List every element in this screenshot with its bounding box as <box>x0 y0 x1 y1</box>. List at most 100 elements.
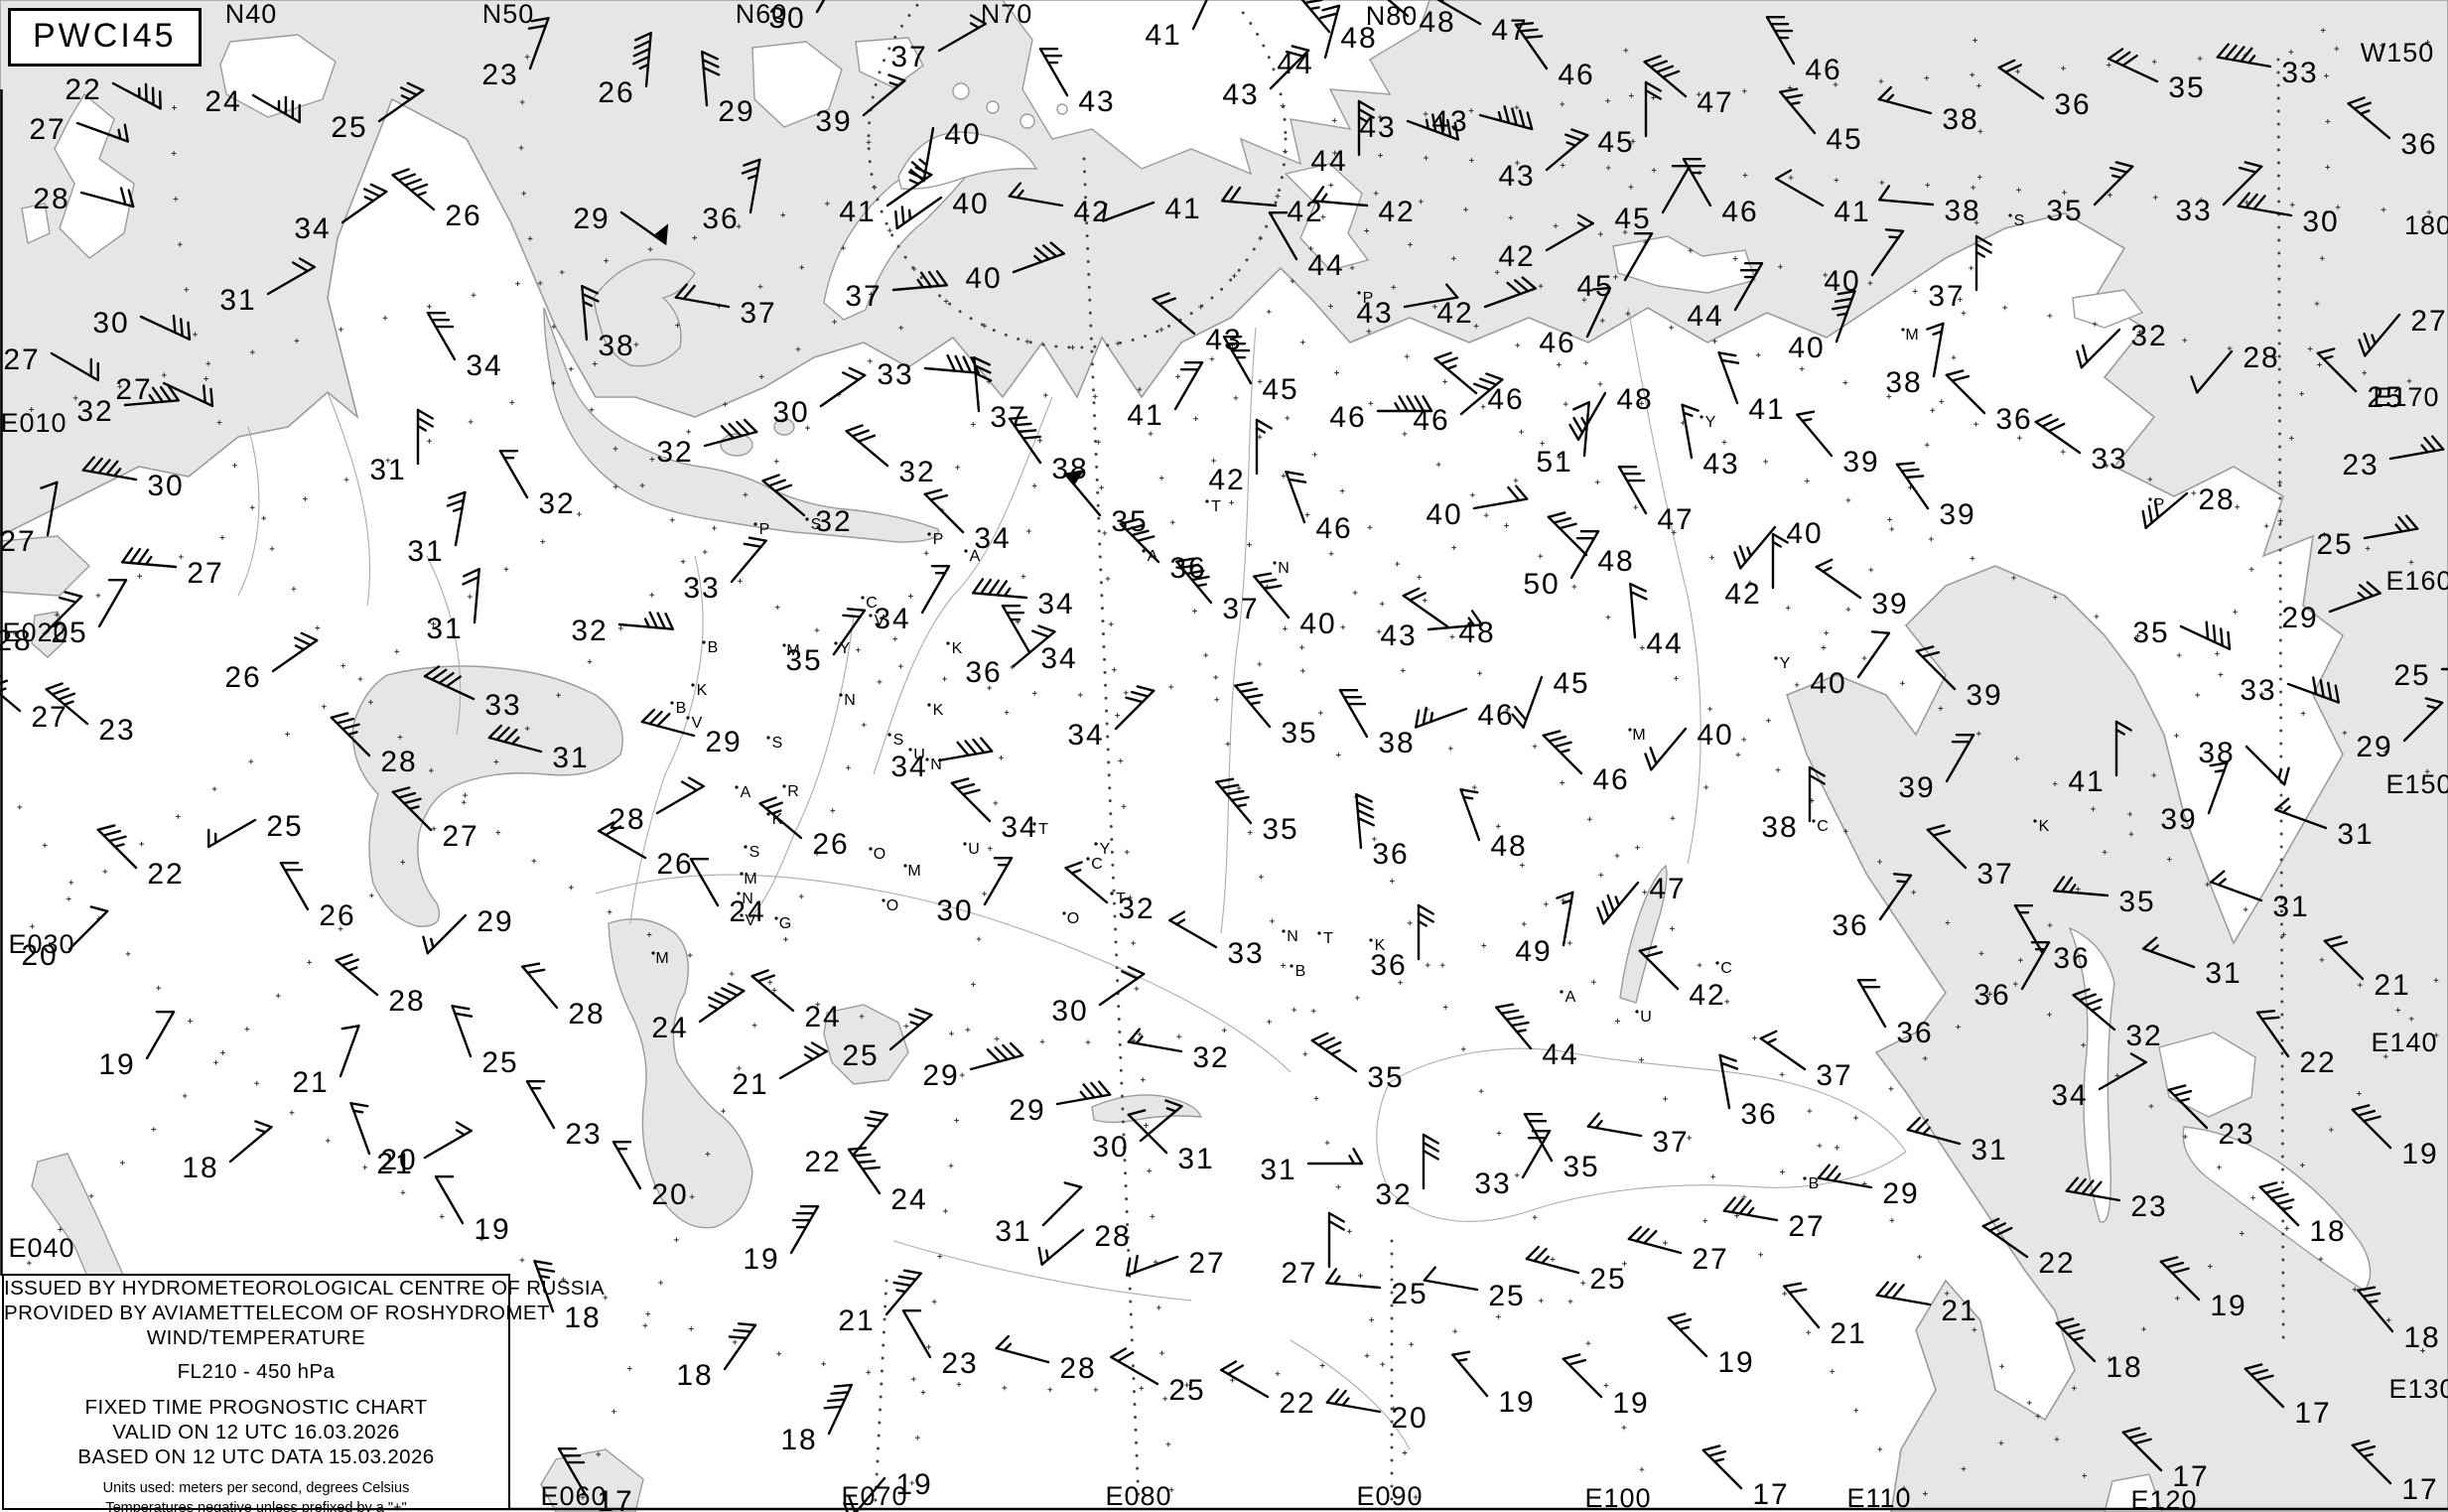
city-marker: U <box>908 747 925 763</box>
city-marker: K <box>766 811 783 828</box>
station: 36 <box>1355 793 1408 871</box>
black-sea <box>351 665 623 927</box>
wind-barb <box>2237 192 2293 217</box>
station: 30 <box>1051 965 1146 1028</box>
city-letter: T <box>1323 930 1333 947</box>
wind-barb <box>1596 881 1640 925</box>
wind-barb <box>1796 410 1834 458</box>
station: 25 <box>1525 1245 1625 1296</box>
temperature-value: 42 <box>1498 240 1535 273</box>
station: 33 <box>2175 161 2263 227</box>
wind-barb <box>1110 1347 1159 1386</box>
wind-barb <box>1253 572 1291 619</box>
wind-barb <box>2190 349 2234 394</box>
grid-label: E040 <box>8 1233 74 1263</box>
station: 22 <box>2255 1010 2335 1079</box>
station: 35 <box>785 608 867 677</box>
temperature-value: 41 <box>1127 399 1163 432</box>
temperature-value: 17 <box>1752 1478 1789 1511</box>
station: 28 <box>330 712 416 778</box>
temperature-value: 44 <box>1646 627 1683 660</box>
station: 23 <box>2342 435 2445 481</box>
station: 23 <box>2167 1084 2254 1151</box>
station: 48 <box>1300 0 1376 55</box>
wind-barb <box>1098 965 1146 1007</box>
city-marker: Y <box>1774 655 1791 672</box>
station: 23 <box>2065 1176 2166 1223</box>
wind-barb <box>845 424 889 468</box>
wind-barb <box>1585 286 1612 339</box>
temperature-value: 34 <box>2051 1079 2088 1112</box>
wind-barb <box>96 824 138 870</box>
city-letter: K <box>1375 937 1386 954</box>
city-letter: M <box>655 950 668 967</box>
wind-barb <box>1119 518 1160 564</box>
city-marker: T <box>1317 930 1333 947</box>
wind-barb <box>1875 1281 1932 1306</box>
wind-barb <box>1808 765 1826 823</box>
wind-barb <box>723 1322 757 1371</box>
temperature-value: 39 <box>2160 803 2197 836</box>
station: 46 <box>1285 471 1351 545</box>
temperature-value: 37 <box>1816 1059 1852 1092</box>
wind-barb <box>923 488 965 534</box>
temperature-value: 25 <box>1488 1280 1525 1312</box>
temperature-value: 40 <box>944 118 981 151</box>
temperature-value: 23 <box>2218 1118 2254 1151</box>
station: 28 <box>0 591 83 657</box>
grid-label: E130 <box>2388 1374 2448 1404</box>
wind-barb <box>557 1447 588 1497</box>
wind-barb <box>1779 87 1817 135</box>
city-letter: K <box>772 811 783 828</box>
wind-barb <box>1037 1228 1085 1266</box>
station: 25 <box>2316 347 2402 414</box>
city-marker: T <box>1032 821 1048 838</box>
wind-barb <box>1997 59 2045 100</box>
temperature-value: 48 <box>1597 545 1634 578</box>
wind-barb <box>1722 1196 1779 1222</box>
station: 46 <box>1329 395 1433 434</box>
wind-barb <box>1569 530 1600 580</box>
temperature-value: 36 <box>2053 942 2090 975</box>
wind-barb <box>2141 491 2189 529</box>
station: 20 <box>349 1102 416 1176</box>
chart-kind-line: FIXED TIME PROGNOSTIC CHART <box>84 1396 428 1419</box>
city-marker: V <box>869 613 885 629</box>
wind-barb <box>1815 558 1862 600</box>
wind-barb <box>1926 824 1968 870</box>
station: 34 <box>426 312 501 382</box>
station: 25 <box>842 1008 933 1072</box>
wind-barb <box>79 187 135 208</box>
station: 39 <box>1815 558 1907 620</box>
station: 25 <box>451 1005 518 1079</box>
wind-barb <box>111 81 162 110</box>
temperature-value: 25 <box>481 1046 518 1079</box>
wind-barb <box>1376 395 1433 413</box>
station: 40 <box>1810 630 1891 700</box>
temperature-value: 21 <box>376 1148 413 1180</box>
info-box: ISSUED BY HYDROMETEOROLOGICAL CENTRE OF … <box>2 1274 605 1512</box>
wind-barb <box>498 450 529 499</box>
temperature-value: 29 <box>1009 1094 1045 1127</box>
wind-barb <box>1906 1116 1962 1146</box>
temperature-value: 37 <box>1928 280 1965 313</box>
station: 37 <box>890 14 987 73</box>
wind-barb <box>75 121 129 143</box>
station: 43 <box>1681 403 1738 481</box>
temperature-value: 35 <box>2168 71 2205 104</box>
wind-barb <box>1220 1360 1270 1399</box>
wind-barb <box>2216 43 2272 69</box>
city-marker: O <box>1062 910 1079 927</box>
temperature-value: 41 <box>1164 193 1201 225</box>
wind-barb <box>995 1334 1050 1364</box>
station: 37 <box>1175 557 1258 625</box>
temperature-value: 18 <box>676 1359 713 1392</box>
temperature-value: 30 <box>1092 1131 1129 1164</box>
station: 47 <box>1643 55 1732 119</box>
station: 21 <box>376 1121 473 1180</box>
station: 26 <box>224 631 319 694</box>
wind-barb <box>1556 891 1574 947</box>
city-letter: P <box>759 521 770 538</box>
temperature-value: 27 <box>3 344 40 376</box>
wind-barb <box>1222 336 1253 385</box>
